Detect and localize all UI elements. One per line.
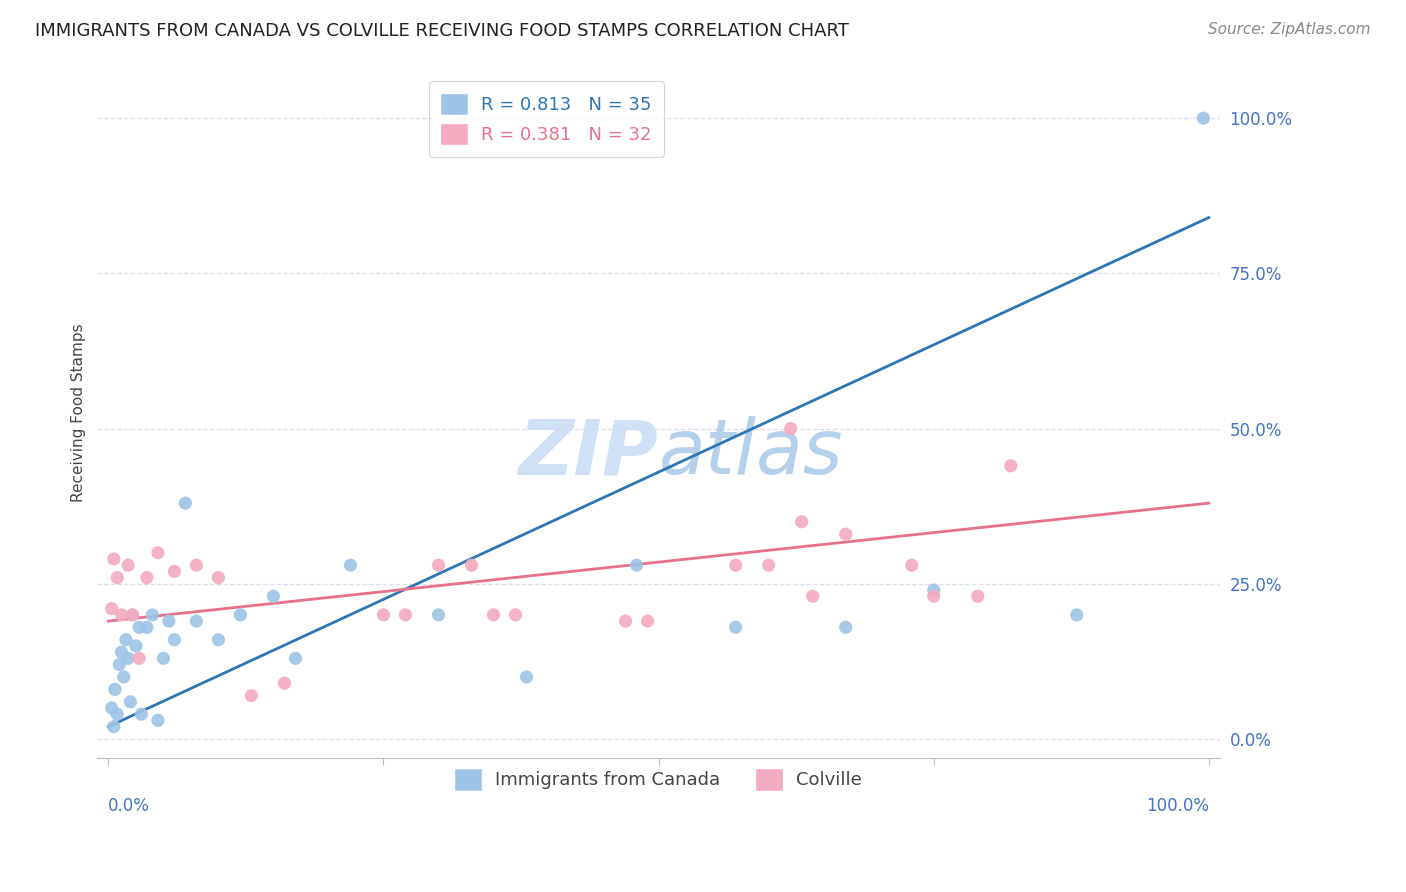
Point <box>1000 458 1022 473</box>
Text: IMMIGRANTS FROM CANADA VS COLVILLE RECEIVING FOOD STAMPS CORRELATION CHART: IMMIGRANTS FROM CANADA VS COLVILLE RECEI… <box>35 22 849 40</box>
Point <box>135 620 157 634</box>
Point <box>131 707 153 722</box>
Point <box>163 632 186 647</box>
Point <box>104 682 127 697</box>
Point <box>121 607 143 622</box>
Point <box>394 607 416 622</box>
Point <box>110 607 132 622</box>
Point <box>505 607 527 622</box>
Point <box>174 496 197 510</box>
Point <box>1192 111 1215 125</box>
Point <box>120 695 142 709</box>
Point <box>128 651 150 665</box>
Point <box>121 607 143 622</box>
Point <box>207 632 229 647</box>
Point <box>186 614 208 628</box>
Point <box>110 645 132 659</box>
Point <box>724 558 747 573</box>
Point <box>922 589 945 603</box>
Text: Source: ZipAtlas.com: Source: ZipAtlas.com <box>1208 22 1371 37</box>
Point <box>427 607 450 622</box>
Point <box>834 527 856 541</box>
Point <box>834 620 856 634</box>
Point <box>115 632 138 647</box>
Point <box>758 558 780 573</box>
Point <box>125 639 148 653</box>
Text: atlas: atlas <box>658 417 844 491</box>
Point <box>207 571 229 585</box>
Point <box>157 614 180 628</box>
Point <box>105 571 128 585</box>
Point <box>482 607 505 622</box>
Point <box>105 707 128 722</box>
Point <box>1066 607 1088 622</box>
Point <box>163 565 186 579</box>
Legend: Immigrants from Canada, Colville: Immigrants from Canada, Colville <box>449 762 869 797</box>
Point <box>186 558 208 573</box>
Point <box>262 589 284 603</box>
Point <box>724 620 747 634</box>
Point <box>790 515 813 529</box>
Point <box>373 607 395 622</box>
Point <box>427 558 450 573</box>
Point <box>117 558 139 573</box>
Point <box>900 558 922 573</box>
Point <box>103 552 125 566</box>
Text: 0.0%: 0.0% <box>108 797 150 814</box>
Text: 100.0%: 100.0% <box>1146 797 1209 814</box>
Point <box>614 614 637 628</box>
Point <box>146 546 169 560</box>
Point <box>112 670 135 684</box>
Point <box>108 657 131 672</box>
Point <box>273 676 295 690</box>
Point <box>100 601 122 615</box>
Point <box>339 558 361 573</box>
Point <box>100 701 122 715</box>
Point <box>801 589 824 603</box>
Text: ZIP: ZIP <box>519 417 658 491</box>
Point <box>637 614 659 628</box>
Point <box>922 582 945 597</box>
Point <box>515 670 537 684</box>
Point <box>966 589 988 603</box>
Point <box>229 607 252 622</box>
Point <box>135 571 157 585</box>
Point <box>117 651 139 665</box>
Point <box>284 651 307 665</box>
Point <box>128 620 150 634</box>
Point <box>460 558 482 573</box>
Point <box>103 720 125 734</box>
Point <box>152 651 174 665</box>
Point <box>240 689 263 703</box>
Point <box>626 558 648 573</box>
Point <box>141 607 163 622</box>
Point <box>779 422 801 436</box>
Point <box>146 714 169 728</box>
Y-axis label: Receiving Food Stamps: Receiving Food Stamps <box>72 324 86 502</box>
